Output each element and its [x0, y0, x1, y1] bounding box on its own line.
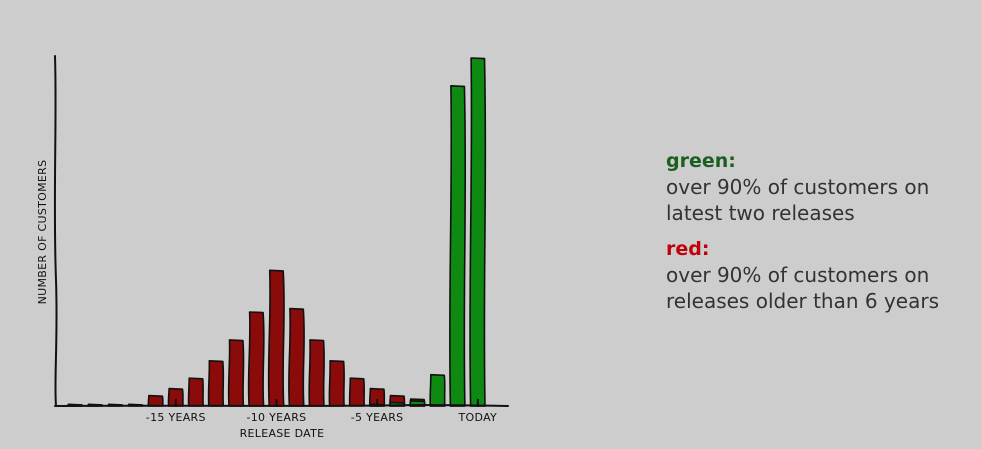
legend: green: over 90% of customers on latest t… [666, 148, 976, 324]
bar-red-7 [207, 360, 225, 407]
legend-red-key: red: [666, 238, 710, 260]
legend-green-desc-line-2: latest two releases [666, 201, 855, 225]
bar-red-12 [308, 339, 325, 407]
bar-red-5 [167, 387, 184, 407]
series-green-bars [369, 57, 487, 407]
bar-red-14 [348, 377, 366, 407]
bar-red-11 [288, 307, 305, 407]
x-ticks: -15 YEARS -10 YEARS -5 YEARS TODAY [146, 399, 497, 424]
x-tick-label-1: -10 YEARS [246, 411, 306, 424]
bar-red-10 [267, 269, 285, 407]
bar-red-4 [147, 394, 164, 407]
bar-green-3 [429, 373, 446, 407]
legend-green: green: over 90% of customers on latest t… [666, 148, 976, 226]
legend-green-key: green: [666, 150, 736, 172]
bar-chart: -15 YEARS -10 YEARS -5 YEARS TODAY RELEASE … [36, 55, 509, 440]
x-tick-label-3: TODAY [458, 411, 498, 424]
y-axis-line [53, 55, 58, 407]
bar-red-13 [328, 360, 345, 407]
series-red-bars [67, 269, 486, 407]
bar-red-6 [187, 377, 204, 407]
bar-red-15 [368, 387, 386, 407]
bar-red-9 [247, 311, 265, 407]
bar-green-5 [469, 57, 487, 407]
legend-green-desc-line-1: over 90% of customers on [666, 175, 930, 199]
x-tick-label-0: -15 YEARS [146, 411, 206, 424]
bar-red-8 [227, 339, 245, 407]
bar-green-4 [448, 85, 467, 407]
legend-red-desc-line-1: over 90% of customers on [666, 263, 930, 287]
y-axis-title: NUMBER OF CUSTOMERS [36, 160, 49, 305]
legend-red: red: over 90% of customers on releases o… [666, 236, 976, 314]
x-axis-title: RELEASE DATE [240, 427, 325, 440]
legend-red-desc-line-2: releases older than 6 years [666, 289, 940, 313]
x-axis-line [54, 403, 509, 407]
x-tick-label-2: -5 YEARS [351, 411, 404, 424]
